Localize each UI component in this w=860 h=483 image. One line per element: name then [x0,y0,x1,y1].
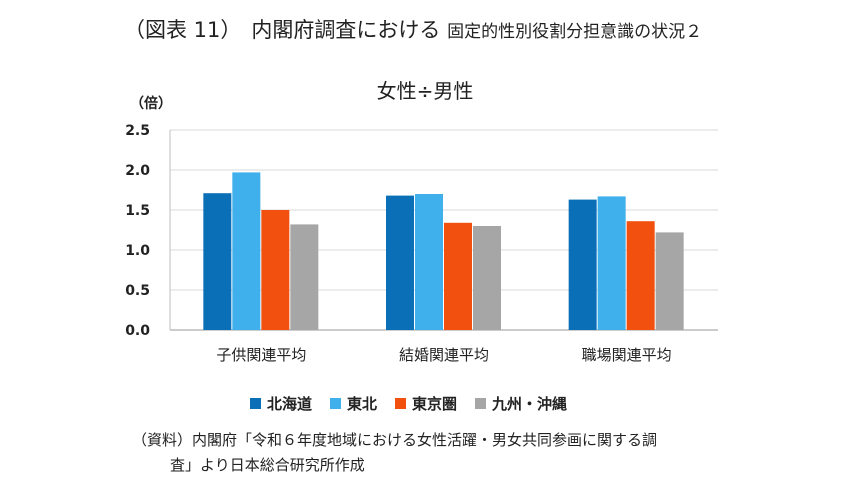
legend-swatch-kyushu [475,398,487,409]
legend-label-tokyo: 東京圏 [412,395,458,413]
chart-legend: 北海道 東北 東京圏 九州・沖縄 [250,393,567,414]
figure-subtitle: 固定的性別役割分担意識の状況２ [447,22,703,42]
bar-2-0 [568,199,597,330]
y-tick-label: 0.0 [125,323,150,339]
bar-1-1 [415,194,443,330]
source-line-1: （資料）内閣府「令和６年度地域における女性活躍・男女共同参画に関する調 [132,431,658,449]
y-tick-label: 1.5 [125,203,150,219]
legend-item-kyushu: 九州・沖縄 [475,393,567,414]
legend-item-hokkaido: 北海道 [250,393,312,414]
legend-swatch-tokyo [395,398,407,409]
figure-label: （図表 11） [124,18,242,42]
figure-title: （図表 11） 内閣府調査における 固定的性別役割分担意識の状況２ [124,14,702,44]
y-tick-label: 1.0 [125,243,150,259]
figure-title-main: 内閣府調査における [251,18,441,42]
bar-chart: 女性÷男性 （倍） 0.0 0.5 1.0 1.5 2.0 2.5 子供関連平均 結婚関連平均 職場… [125,79,718,364]
bar-2-3 [655,232,684,330]
bar-1-2 [444,222,472,330]
bar-0-1 [232,172,261,330]
y-tick-label: 2.5 [125,123,150,139]
legend-item-tokyo: 東京圏 [395,393,457,414]
legend-item-tohoku: 東北 [330,393,377,414]
source-note: （資料）内閣府「令和６年度地域における女性活躍・男女共同参画に関する調 査」より… [132,428,732,478]
y-axis-label: （倍） [130,95,172,112]
bar-2-2 [626,221,655,330]
bar-1-3 [473,226,501,330]
x-tick-label: 結婚関連平均 [399,346,489,364]
bar-2-1 [597,196,626,330]
x-tick-label: 職場関連平均 [582,346,672,364]
bar-0-3 [290,224,319,330]
legend-label-hokkaido: 北海道 [267,395,313,413]
y-tick-label: 2.0 [125,163,150,179]
y-tick-label: 0.5 [125,283,150,299]
bar-0-0 [203,193,232,330]
bar-0-2 [261,210,290,330]
chart-title: 女性÷男性 [377,79,474,103]
x-tick-label: 子供関連平均 [216,346,306,364]
legend-label-kyushu: 九州・沖縄 [492,395,568,413]
source-line-2: 査」より日本総合研究所作成 [170,456,365,474]
legend-label-tohoku: 東北 [347,395,378,413]
legend-swatch-tohoku [330,398,342,409]
bar-1-0 [386,195,414,330]
legend-swatch-hokkaido [250,398,261,409]
